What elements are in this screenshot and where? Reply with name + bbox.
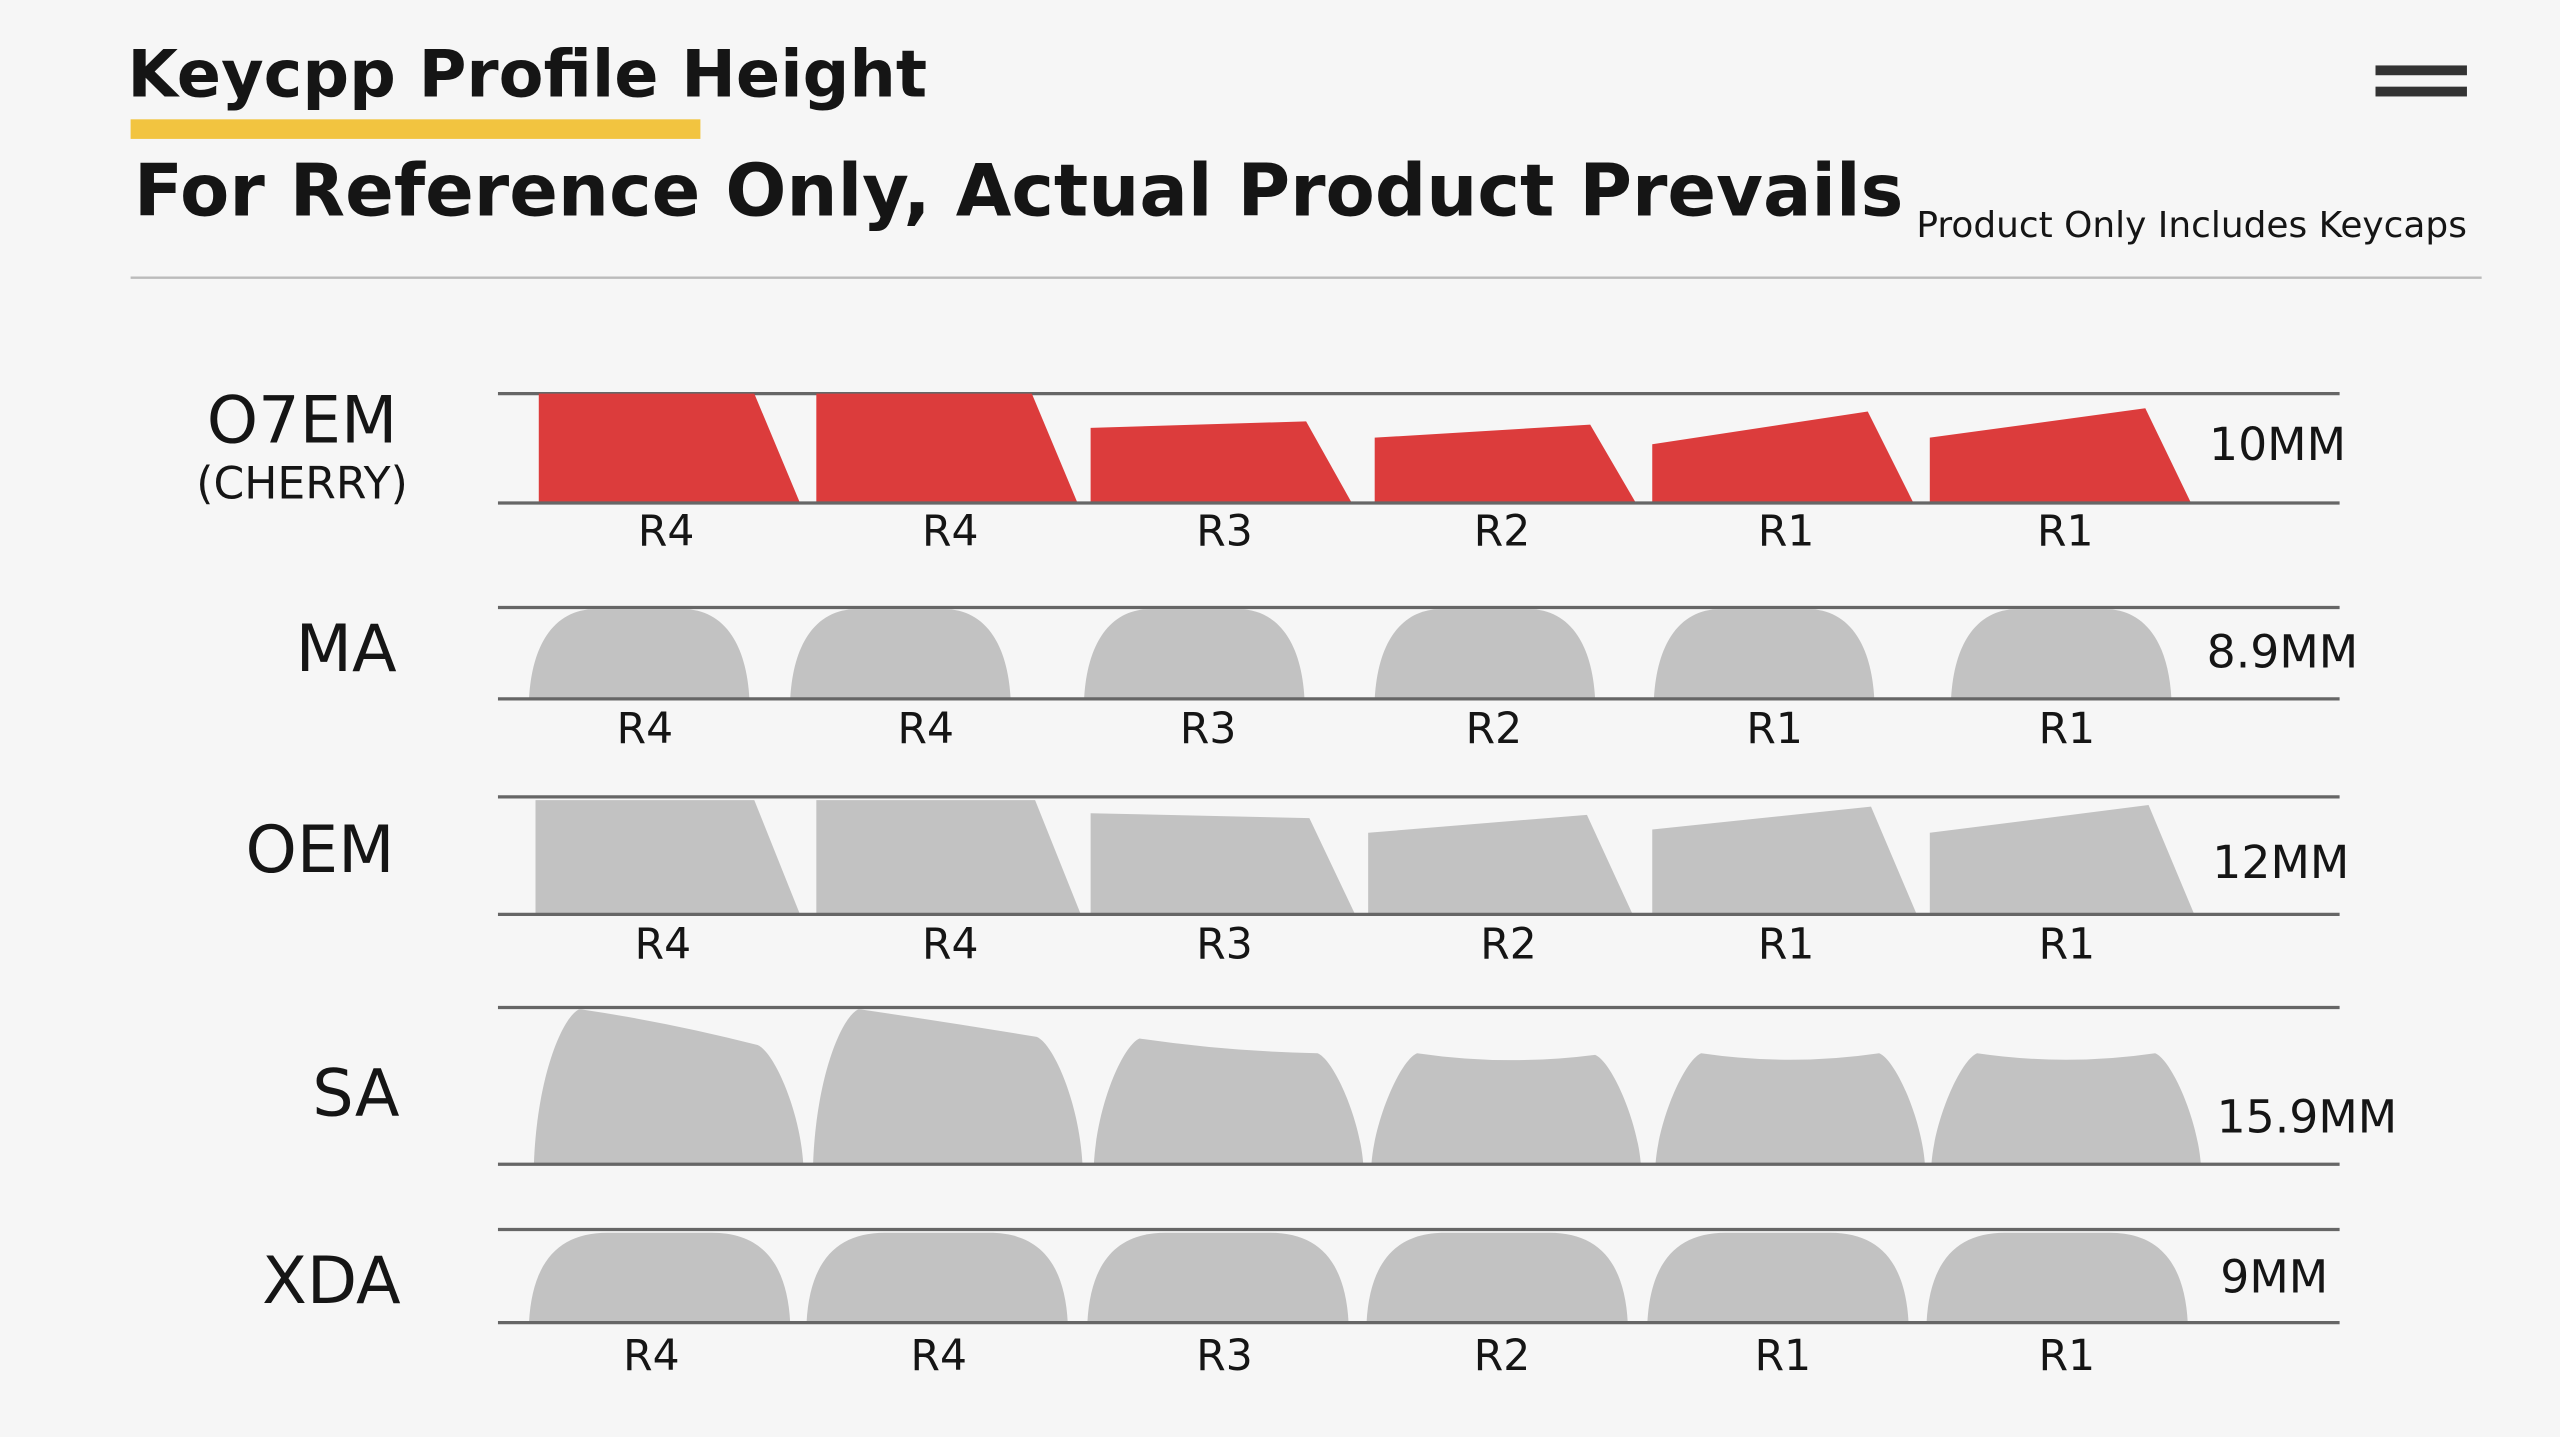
- menu-bar: [2375, 86, 2467, 97]
- profile-name: SA: [312, 1055, 400, 1131]
- profile-name: OEM: [245, 812, 394, 888]
- row-label: R4: [911, 1332, 968, 1381]
- row-label: R1: [1758, 508, 1815, 557]
- row-label: R1: [1746, 705, 1802, 754]
- keycap: [1652, 806, 1917, 915]
- row-label: R3: [1196, 921, 1253, 970]
- row-label: R4: [623, 1332, 679, 1381]
- profile-sub: (CHERRY): [196, 459, 408, 510]
- keycap: [1090, 813, 1356, 915]
- keycap: [1929, 805, 2195, 915]
- profile-name: MA: [296, 611, 397, 687]
- keycap: [528, 609, 750, 699]
- menu-icon[interactable]: [2375, 65, 2467, 97]
- profile-height: 15.9MM: [2217, 1091, 2398, 1144]
- keycap: [533, 1009, 804, 1165]
- title: Keycpp Profile Height: [127, 37, 927, 113]
- row-label: R2: [1466, 705, 1523, 754]
- row-label: R4: [617, 705, 674, 754]
- keycap: [806, 1232, 1068, 1323]
- title-underline: [130, 119, 701, 139]
- keycap: [1084, 609, 1305, 699]
- row-label: R4: [922, 921, 979, 970]
- menu-bar: [2375, 65, 2467, 76]
- row-label: R1: [1758, 921, 1815, 970]
- row-label: R4: [897, 705, 954, 754]
- keycap: [1652, 411, 1914, 503]
- profile-height: 12MM: [2212, 836, 2349, 889]
- keycap: [1374, 424, 1636, 503]
- row-label: R3: [1196, 1332, 1253, 1381]
- keycap: [528, 1232, 791, 1323]
- keycap: [1926, 1232, 2188, 1323]
- row-label: R4: [635, 921, 692, 970]
- keycap: [816, 393, 1078, 503]
- row-label: R3: [1196, 508, 1253, 557]
- keycap: [535, 800, 800, 915]
- keycap: [1366, 1232, 1628, 1323]
- keycap: [1931, 1053, 2201, 1165]
- keycap: [1929, 408, 2192, 503]
- profile-height: 9MM: [2220, 1251, 2328, 1304]
- keycap: [1653, 609, 1875, 699]
- keycap: [1090, 421, 1352, 503]
- keycap: [1655, 1053, 1925, 1165]
- keycap: [1647, 1232, 1909, 1323]
- row-label: R2: [1474, 1332, 1531, 1381]
- row-label: R1: [2039, 1332, 2095, 1381]
- keycap: [790, 609, 1011, 699]
- row-label: R3: [1180, 705, 1237, 754]
- row-label: R4: [638, 508, 695, 557]
- keycap: [538, 393, 800, 503]
- keycap: [1093, 1038, 1364, 1165]
- profile-height: 8.9MM: [2207, 625, 2359, 678]
- row-label: R2: [1474, 508, 1531, 557]
- subtitle: For Reference Only, Actual Product Preva…: [134, 149, 1904, 233]
- keycap: [816, 800, 1081, 915]
- profile-height: 10MM: [2209, 418, 2346, 471]
- keycap: [813, 1009, 1083, 1165]
- row-label: R1: [1755, 1332, 1812, 1381]
- profile-name: XDA: [262, 1243, 401, 1319]
- row-label: R1: [2039, 921, 2095, 970]
- keycap: [1371, 1053, 1641, 1165]
- profiles: O7EM(CHERRY) 10MM R4 R4 R3 R2 R1 R1 MA 8.9MM R4 R4 R…: [196, 383, 2397, 1381]
- profile-name: O7EM: [207, 383, 398, 459]
- row-label: R2: [1480, 921, 1537, 970]
- row-label: R4: [922, 508, 979, 557]
- keycap: [1368, 814, 1633, 915]
- row-label: R1: [2037, 508, 2094, 557]
- keycap: [1087, 1232, 1349, 1323]
- row-label: R1: [2039, 705, 2095, 754]
- keycap: [1951, 609, 2172, 699]
- keycap: [1374, 609, 1596, 699]
- note: Product Only Includes Keycaps: [1916, 205, 2467, 246]
